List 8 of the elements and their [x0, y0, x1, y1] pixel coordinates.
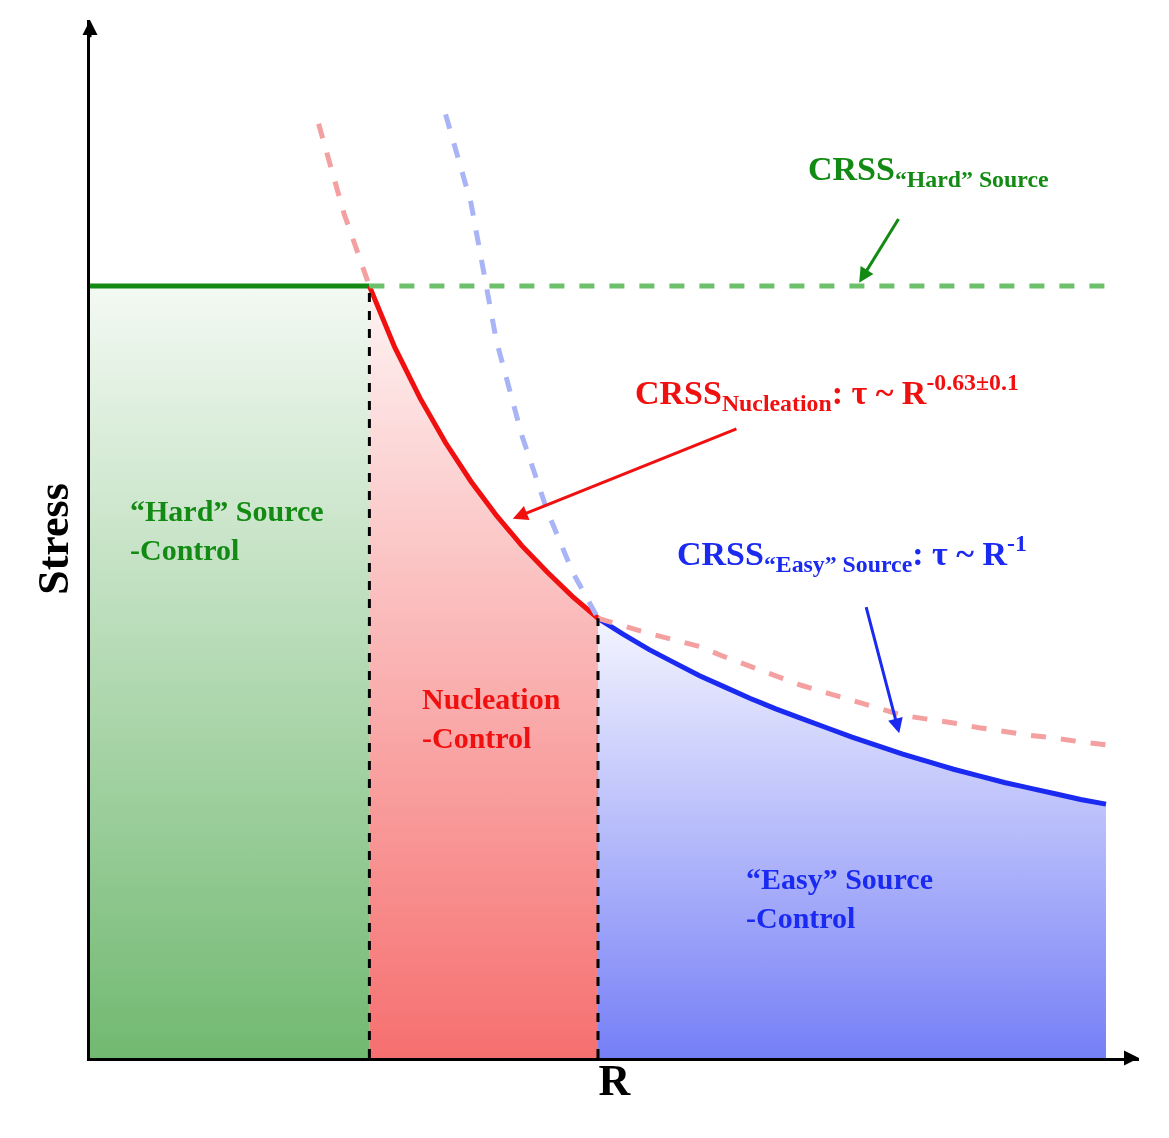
- annotation: CRSS$_{“Easy” Source}$: τ ~ R$^{-1}$: [677, 530, 1027, 578]
- annotation: “Easy” Source -Control: [746, 862, 933, 934]
- y-axis-title: Stress: [29, 483, 79, 595]
- annotation: CRSS$_{“Hard” Source}$: [808, 150, 1049, 193]
- annotation: “Hard” Source -Control: [130, 494, 324, 566]
- annotation: Nucleation -Control: [422, 682, 561, 754]
- x-axis-title: R: [598, 1056, 632, 1106]
- annotation: CRSS$_{Nucleation}$: τ ~ R$^{-0.63±0.1}$: [635, 369, 1019, 417]
